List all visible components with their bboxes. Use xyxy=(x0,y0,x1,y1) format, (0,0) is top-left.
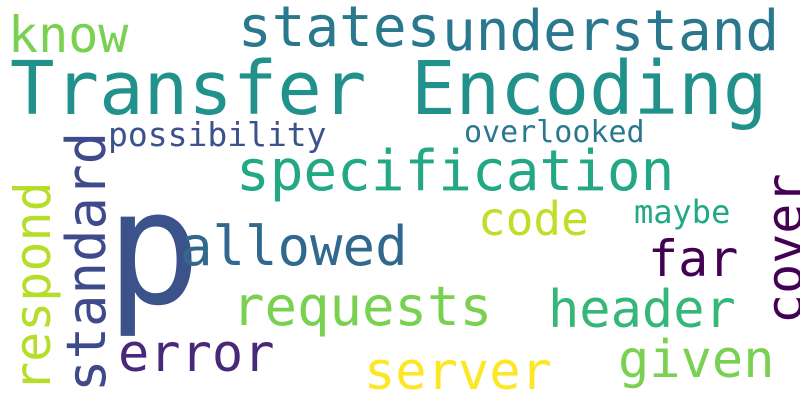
word-states: states xyxy=(238,0,441,60)
word-far: far xyxy=(648,230,739,288)
word-header: header xyxy=(548,280,736,340)
word-cover: cover xyxy=(756,173,800,324)
word-server: server xyxy=(364,342,552,400)
word-standard: standard xyxy=(55,131,118,392)
word-transfer-encoding: Transfer Encoding xyxy=(10,46,768,132)
word-understand: understand xyxy=(442,0,780,64)
word-code: code xyxy=(478,192,589,246)
word-given: given xyxy=(618,330,775,390)
word-allowed: allowed xyxy=(180,215,408,278)
word-requests: requests xyxy=(232,275,493,338)
word-respond: respond xyxy=(4,181,62,392)
word-overlooked: overlooked xyxy=(464,115,645,150)
word-specification: specification xyxy=(236,139,675,204)
word-possibility: possibility xyxy=(108,115,327,154)
word-error: error xyxy=(118,324,275,384)
word-p: p xyxy=(106,157,202,341)
word-know: know xyxy=(8,6,129,64)
word-maybe: maybe xyxy=(634,193,731,231)
